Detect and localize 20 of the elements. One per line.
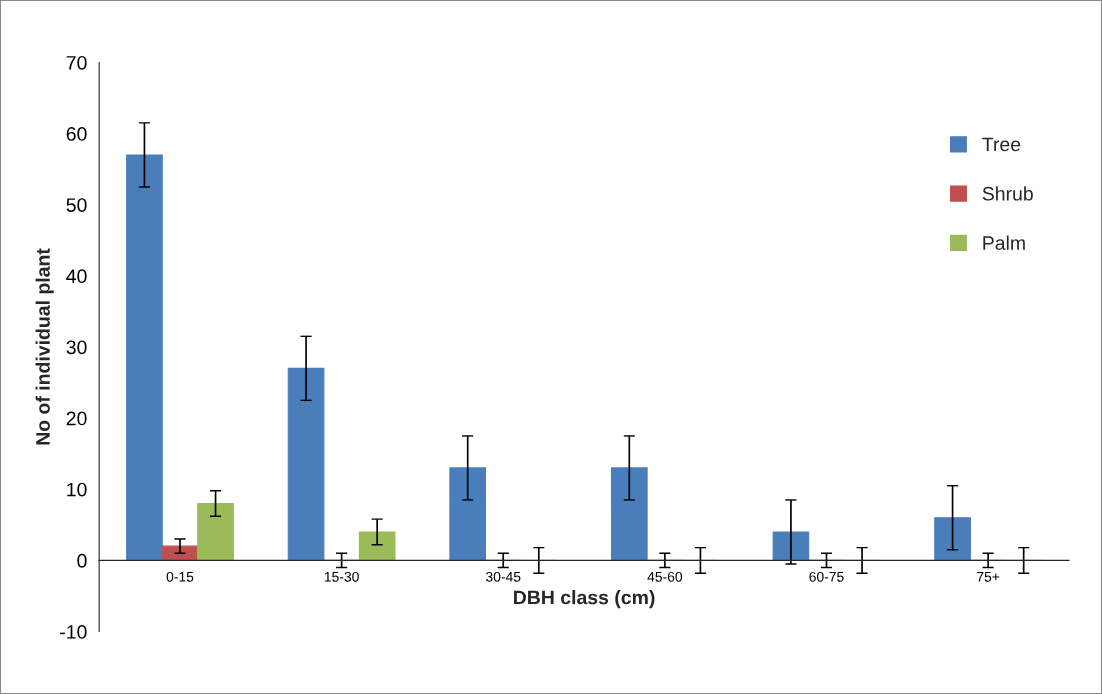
x-tick-label: 30-45 xyxy=(486,571,521,582)
legend-label: Palm xyxy=(983,235,1025,250)
legend-label: Tree xyxy=(982,137,1021,152)
y-tick-label: 40 xyxy=(66,269,87,284)
y-tick-label: 20 xyxy=(66,411,87,426)
x-tick-label: 45-60 xyxy=(647,571,683,582)
y-tick-label: -10 xyxy=(60,625,87,639)
y-tick-label: 0 xyxy=(77,553,87,568)
y-tick-label: 60 xyxy=(66,127,87,141)
x-tick-label: 60-75 xyxy=(809,571,844,582)
y-tick-label: 50 xyxy=(66,198,87,212)
y-axis-title: No of individual plant xyxy=(35,248,54,445)
y-tick-label: 10 xyxy=(67,482,87,497)
x-tick-label: 0-15 xyxy=(166,571,194,582)
x-tick-label: 75+ xyxy=(977,572,1000,582)
x-tick-label: 15-30 xyxy=(324,571,359,582)
y-tick-label: 30 xyxy=(66,340,87,355)
legend-label: Shrub xyxy=(982,186,1033,201)
y-tick-label: 70 xyxy=(66,55,87,70)
x-axis-title: DBH class (cm) xyxy=(514,590,655,609)
